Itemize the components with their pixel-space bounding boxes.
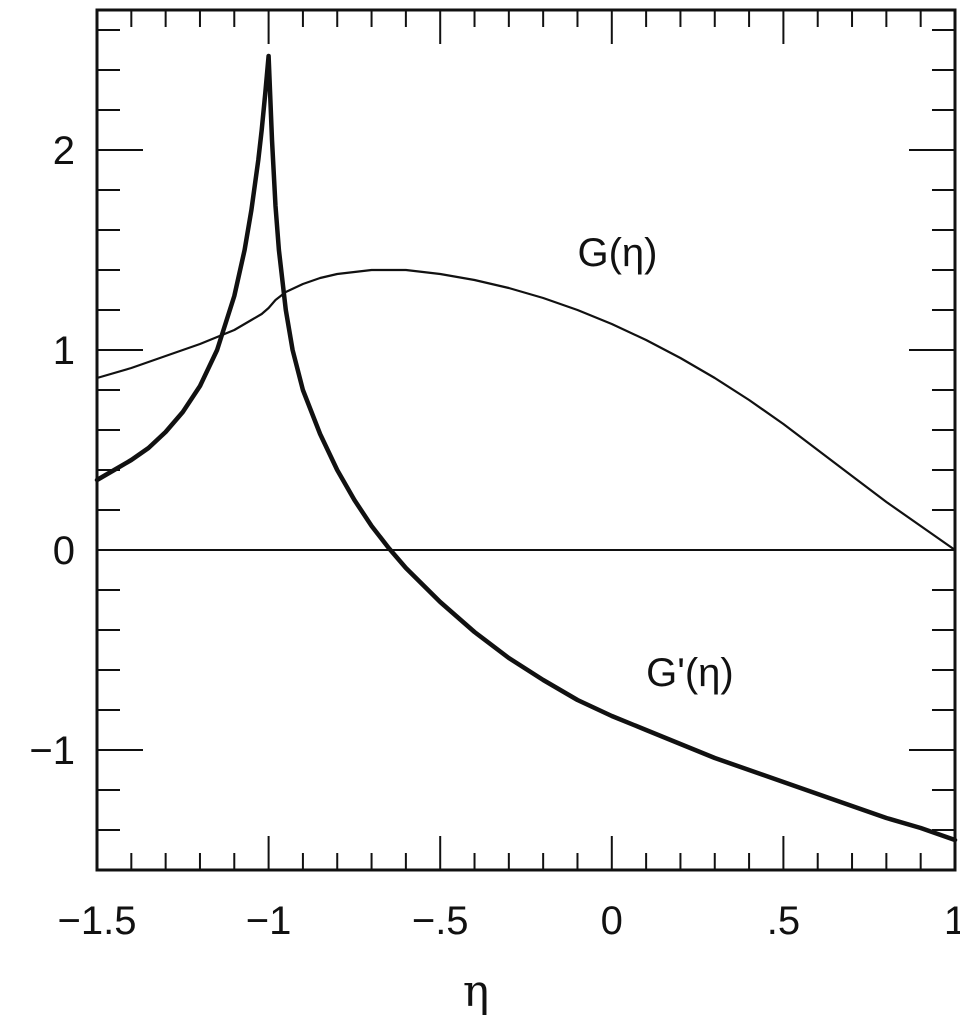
y-tick-label: 2 (53, 129, 75, 173)
plot-frame (95, 8, 957, 872)
y-tick-label: −1 (29, 729, 75, 773)
x-tick-label: −1.5 (58, 899, 137, 943)
series-g-prime-label: G'(η) (646, 651, 734, 695)
series-g-label: G(η) (577, 231, 657, 275)
x-tick-label: −1 (246, 899, 292, 943)
series-g-line (95, 268, 957, 552)
series-g-prime-line (94, 53, 958, 843)
x-tick-label: .5 (767, 899, 800, 943)
x-tick-label: 0 (601, 899, 623, 943)
x-axis-title: η (463, 966, 489, 1017)
y-tick-label: 1 (53, 329, 75, 373)
y-tick-label: 0 (53, 529, 75, 573)
x-tick-label: 1 (944, 899, 960, 943)
plot-lines (94, 53, 958, 843)
x-tick-label: −.5 (412, 899, 469, 943)
axis-ticks (96, 10, 956, 871)
tick-labels: −1.5 −1 −.5 0 .5 1 −1 0 1 2 G(η) G'(η) (29, 129, 960, 943)
